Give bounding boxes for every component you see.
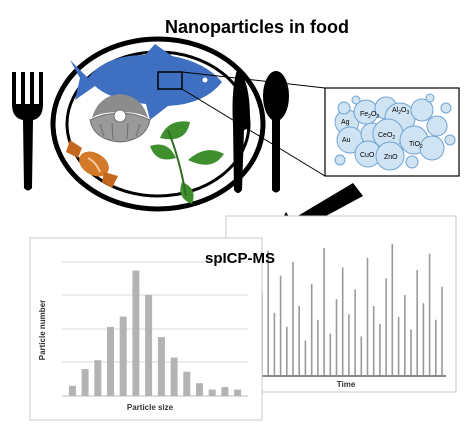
histogram-bar [234,389,242,396]
histogram-bar [208,389,216,396]
fish-icon [70,44,326,177]
np-label-al2o3: Al2O3 [392,107,409,116]
np-label-tio2: TiO2 [409,141,423,150]
histogram-bar [119,316,127,396]
figure-title: Nanoparticles in food [165,17,349,37]
histogram-bars [68,270,242,396]
np-label-ceo2: CeO2 [378,132,395,141]
spoon-icon [263,71,289,193]
fork-icon [12,72,43,191]
histogram-y-label: Particle number [38,300,47,360]
oyster-icon [89,94,151,143]
histogram-bar [145,294,153,396]
histogram-bar [94,360,102,396]
histogram-bar [107,326,114,396]
candy-icon [66,140,118,188]
knife-icon [232,70,250,193]
nanoparticle-panel: Ag Fe2O3 Al2O3 Au CeO2 TiO2 CuO ZnO [324,87,460,177]
histogram-panel: Particle size Particle number [29,237,263,421]
np-label-zno: ZnO [384,154,398,161]
time-spikes [261,243,443,375]
histogram-bar [68,385,76,396]
histogram-bar [196,383,203,396]
time-signal-panel: Time [225,215,457,393]
histogram-x-label: Particle size [127,403,174,412]
np-label-fe2o3: Fe2O3 [360,111,379,120]
histogram-grid [62,261,248,363]
time-axis-label: Time [337,380,356,389]
histogram-bar [170,357,178,396]
histogram-bar [81,369,89,396]
bubble-cluster [334,93,456,171]
np-label-cuo: CuO [360,152,375,159]
histogram-bar [183,371,191,396]
histogram-bar [221,387,229,396]
np-label-au: Au [342,137,351,144]
leaf-icon [150,121,224,204]
np-label-ag: Ag [341,119,350,126]
histogram-bar [157,337,165,396]
histogram-bar [132,270,140,396]
technique-label: spICP-MS [205,250,275,267]
